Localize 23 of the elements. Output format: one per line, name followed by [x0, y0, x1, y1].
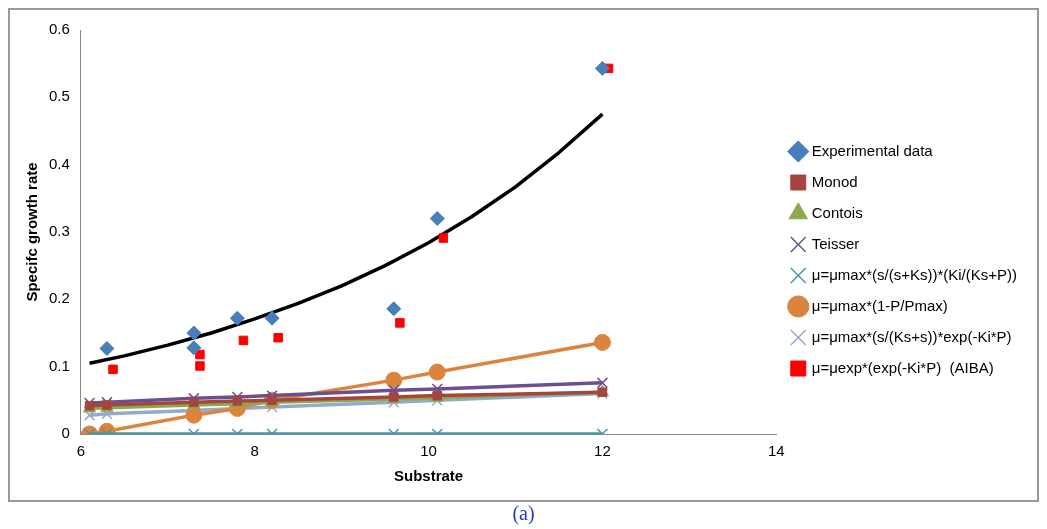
legend-label: Monod	[811, 172, 858, 190]
x-tick-label: 6	[76, 442, 86, 460]
x-axis-title: Substrate	[393, 467, 464, 485]
x-tick-label: 14	[767, 442, 785, 460]
legend-label: Contois	[811, 203, 863, 221]
y-tick-label: 0.4	[48, 154, 70, 172]
y-tick-label: 0.1	[48, 356, 70, 374]
text: (a)	[511, 502, 536, 525]
y-tick-label: 0.6	[48, 20, 70, 38]
y-axis-title: Specifc growth rate	[23, 162, 41, 302]
x-tick-label: 8	[250, 442, 259, 460]
y-tick-label: 0.3	[48, 222, 70, 240]
legend-label: μ=μmax*(s/(s+Ks))*(Ki/(Ks+P))	[811, 265, 1018, 283]
y-tick-label: 0	[61, 424, 70, 442]
legend-label: Experimental data	[811, 141, 934, 159]
legend-label: Teisser	[811, 234, 860, 252]
x-tick-label: 12	[594, 442, 611, 460]
legend-label: μ=μexp*(exp(-Ki*P) (AIBA)	[811, 358, 994, 376]
y-tick-label: 0.5	[48, 87, 70, 105]
x-tick-label: 10	[420, 442, 437, 460]
y-tick-label: 0.2	[48, 289, 70, 307]
legend-label: μ=μmax*(1-P/Pmax)	[811, 296, 948, 314]
legend-label: μ=μmax*(s/(Ks+s))*exp(-Ki*P)	[811, 327, 1012, 345]
